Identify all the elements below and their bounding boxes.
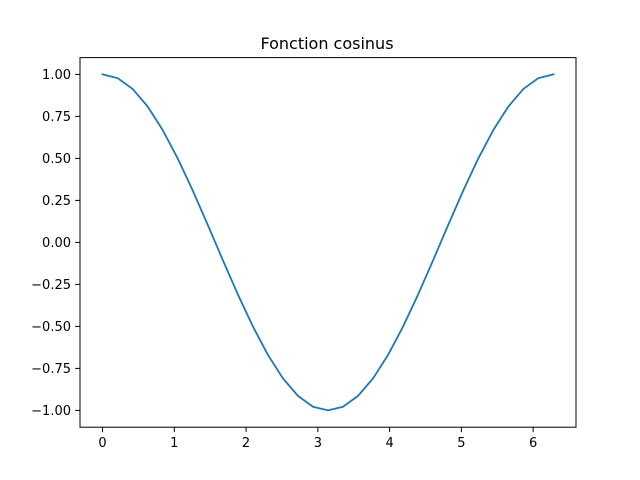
y-tick-label: 1.00 xyxy=(42,68,71,83)
y-tick-label: 0.50 xyxy=(42,152,71,167)
x-tick-label: 5 xyxy=(457,436,465,451)
axes-frame xyxy=(79,57,577,428)
plot-area xyxy=(101,73,555,412)
y-tick-label: 0.75 xyxy=(42,110,71,125)
series-line-0 xyxy=(101,73,555,412)
y-tick-label: −0.25 xyxy=(31,278,71,293)
y-tick-label: 0.00 xyxy=(42,236,71,251)
y-tick-label: −0.50 xyxy=(31,320,71,335)
y-tick-label: −0.75 xyxy=(31,362,71,377)
x-tick-label: 3 xyxy=(314,436,322,451)
x-tick-label: 2 xyxy=(242,436,250,451)
chart-title: Fonction cosinus xyxy=(260,34,393,53)
x-tick-label: 6 xyxy=(529,436,537,451)
x-tick-label: 4 xyxy=(385,436,393,451)
x-tick-label: 1 xyxy=(170,436,178,451)
y-tick-label: −1.00 xyxy=(31,404,71,419)
x-tick-label: 0 xyxy=(98,436,106,451)
y-tick-label: 0.25 xyxy=(42,194,71,209)
axis-ticks: 0 1 2 3 4 5 6 −1.00 −0.75 −0.50 −0.25 0.00 0.25 0.50 0… xyxy=(31,68,537,451)
